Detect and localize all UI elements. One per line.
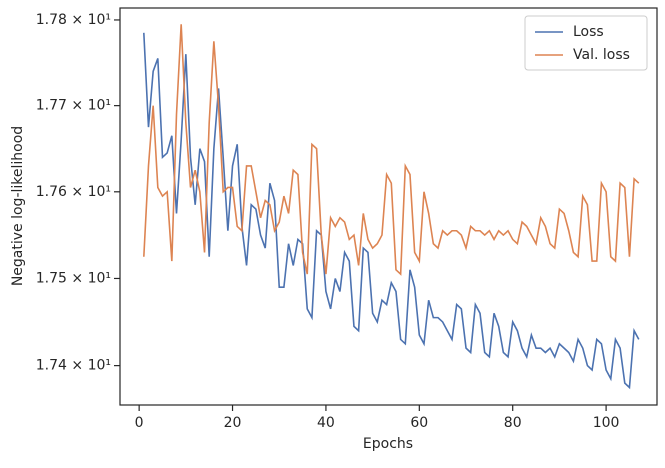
x-axis-label: Epochs: [363, 436, 413, 452]
y-tick-label: 1.78 × 10¹: [36, 12, 111, 28]
x-tick-label: 40: [317, 415, 335, 431]
loss-line: [143, 32, 640, 390]
x-tick-label: 20: [224, 415, 242, 431]
plot-frame: [119, 7, 658, 406]
y-tick-label: 1.76 × 10¹: [36, 184, 111, 200]
y-tick-label: 1.75 × 10¹: [36, 270, 111, 286]
x-tick-label: 80: [504, 415, 522, 431]
legend-label: Loss: [573, 24, 604, 40]
y-tick-label: 1.74 × 10¹: [36, 358, 111, 374]
legend-label: Val. loss: [573, 47, 630, 63]
x-tick-label: 100: [593, 415, 620, 431]
y-tick-label: 1.77 × 10¹: [36, 98, 111, 114]
loss-line: [143, 24, 640, 276]
legend-box: [524, 15, 648, 71]
x-tick-label: 0: [135, 415, 144, 431]
y-axis-label: Negative log-likelihood: [10, 126, 26, 286]
x-tick-label: 60: [410, 415, 428, 431]
